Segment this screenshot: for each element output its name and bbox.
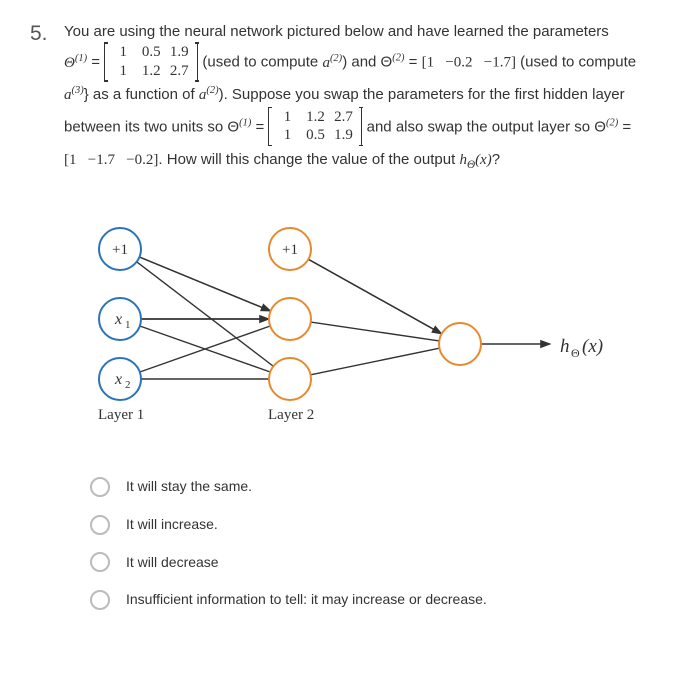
svg-text:x: x <box>114 311 122 328</box>
matrix-theta1-swapped: 11.22.710.51.9 <box>268 119 362 135</box>
theta2-sup: (2) <box>392 53 404 64</box>
stem-line1: You are using the neural network picture… <box>64 23 609 40</box>
matrix-theta2-swapped: [1 −1.7 −0.2] <box>64 152 158 168</box>
svg-text:+1: +1 <box>112 242 128 258</box>
a2b-sym: a(2) <box>199 87 219 103</box>
eq2: = <box>404 54 421 71</box>
svg-text:(x): (x) <box>582 336 603 357</box>
svg-text:h: h <box>560 336 570 357</box>
svg-text:Layer 2: Layer 2 <box>268 407 314 423</box>
radio-icon <box>90 590 110 610</box>
option-3[interactable]: It will decrease <box>90 552 659 574</box>
network-diagram: +1x1x2+1Layer 1Layer 2hΘ(x) <box>70 214 659 451</box>
radio-icon <box>90 515 110 535</box>
question-number: 5. <box>30 20 64 174</box>
txt-asfunc: } as a function of <box>84 86 199 103</box>
eq1: = <box>87 54 104 71</box>
txt-how: . How will this change the value of the … <box>158 151 459 168</box>
svg-text:x: x <box>114 371 122 388</box>
svg-text:1: 1 <box>125 319 131 331</box>
option-4-label: Insufficient information to tell: it may… <box>126 589 487 611</box>
txt-suppose: ). Suppose you swap the parameters for t… <box>219 86 539 103</box>
option-1-label: It will stay the same. <box>126 476 252 498</box>
options-list: It will stay the same. It will increase.… <box>90 476 659 611</box>
theta1-sym: Θ(1) <box>64 55 87 71</box>
svg-text:Layer 1: Layer 1 <box>98 407 144 423</box>
theta1b-sup: (1) <box>239 117 251 128</box>
svg-text:Θ: Θ <box>571 346 580 360</box>
option-2[interactable]: It will increase. <box>90 514 659 536</box>
nn-svg: +1x1x2+1Layer 1Layer 2hΘ(x) <box>70 214 630 444</box>
txt-also: and also swap the output <box>362 118 533 135</box>
a3-sym: a(3) <box>64 87 84 103</box>
matrix-theta1: 10.51.911.22.7 <box>104 55 198 71</box>
eq4: = <box>618 118 631 135</box>
question-stem: You are using the neural network picture… <box>64 20 659 174</box>
a2-sym: a(2) <box>322 55 342 71</box>
h-theta: hΘ(x) <box>459 152 491 168</box>
matrix-theta2: [1 −0.2 −1.7] <box>422 55 516 71</box>
txt-layer: layer so Θ <box>538 118 606 135</box>
svg-text:2: 2 <box>125 379 131 391</box>
txt-and: ) and Θ <box>342 54 392 71</box>
eq3: = <box>251 118 268 135</box>
option-3-label: It will decrease <box>126 552 219 574</box>
txt-used: (used to compute <box>198 54 322 71</box>
txt-compute: compute <box>579 54 637 71</box>
option-2-label: It will increase. <box>126 514 218 536</box>
qmark: ? <box>492 151 500 168</box>
radio-icon <box>90 552 110 572</box>
option-1[interactable]: It will stay the same. <box>90 476 659 498</box>
txt-usedto: (used to <box>516 54 574 71</box>
svg-text:+1: +1 <box>282 242 298 258</box>
option-4[interactable]: Insufficient information to tell: it may… <box>90 589 659 611</box>
radio-icon <box>90 477 110 497</box>
theta2b-sup: (2) <box>606 117 618 128</box>
